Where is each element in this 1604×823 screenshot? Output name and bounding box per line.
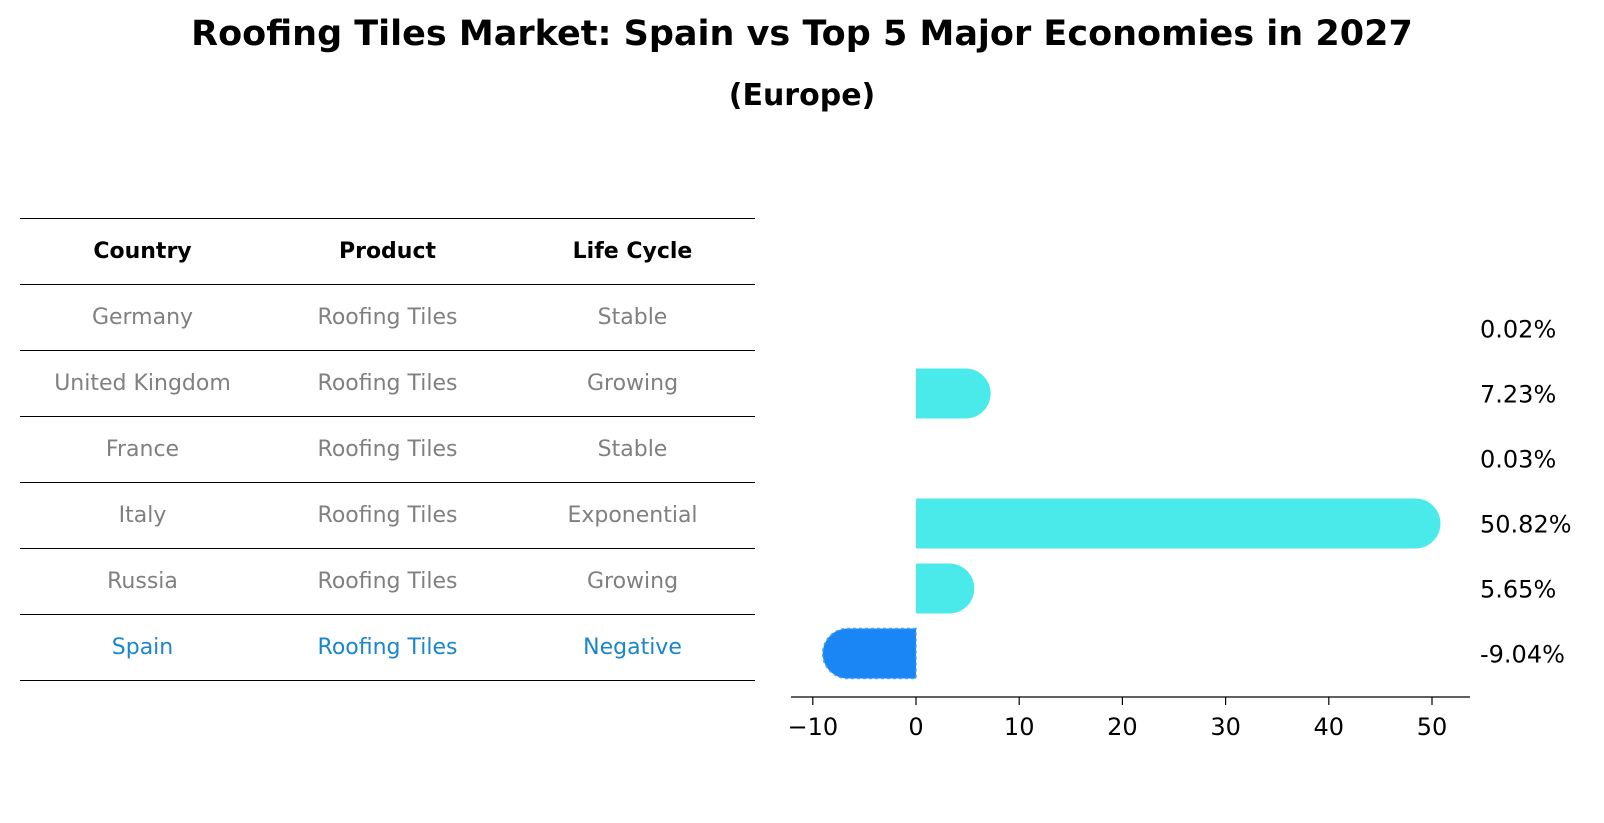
product-cell: Roofing Tiles bbox=[317, 569, 458, 594]
x-tick-label: 30 bbox=[1210, 713, 1241, 741]
x-tick-label: 0 bbox=[908, 713, 923, 741]
header-life-cycle: Life Cycle bbox=[572, 239, 693, 264]
x-tick-label: 10 bbox=[1004, 713, 1035, 741]
country-cell: Italy bbox=[118, 503, 167, 528]
value-label: 7.23% bbox=[1480, 381, 1556, 409]
product-cell: Roofing Tiles bbox=[317, 437, 458, 462]
life-cycle-cell: Negative bbox=[583, 635, 682, 660]
country-cell: Germany bbox=[91, 305, 194, 330]
table-row: Russia Roofing Tiles Growing bbox=[20, 548, 755, 614]
life-cycle-cell: Stable bbox=[597, 305, 668, 330]
bar-spain bbox=[822, 627, 917, 680]
product-cell: Roofing Tiles bbox=[317, 635, 458, 660]
table-row: Germany Roofing Tiles Stable bbox=[20, 284, 755, 350]
value-label: 5.65% bbox=[1480, 576, 1556, 604]
value-label: -9.04% bbox=[1480, 641, 1565, 669]
life-cycle-cell: Exponential bbox=[567, 503, 698, 528]
country-cell: Russia bbox=[107, 569, 178, 594]
x-tick-label: 50 bbox=[1417, 713, 1448, 741]
value-label: 50.82% bbox=[1480, 511, 1572, 539]
market-table: Country Product Life Cycle Germany Roofi… bbox=[20, 218, 755, 681]
x-tick-label: 20 bbox=[1107, 713, 1138, 741]
bar-united-kingdom bbox=[916, 368, 991, 419]
bar-italy bbox=[916, 498, 1441, 549]
product-cell: Roofing Tiles bbox=[317, 503, 458, 528]
table-row-highlight: Spain Roofing Tiles Negative bbox=[20, 614, 755, 681]
country-cell: Spain bbox=[111, 635, 174, 660]
chart-title: Roofing Tiles Market: Spain vs Top 5 Maj… bbox=[191, 14, 1413, 54]
x-tick-label: 40 bbox=[1314, 713, 1345, 741]
table-row: France Roofing Tiles Stable bbox=[20, 416, 755, 482]
value-label: 0.02% bbox=[1480, 316, 1556, 344]
table-row: United Kingdom Roofing Tiles Growing bbox=[20, 350, 755, 416]
life-cycle-cell: Stable bbox=[597, 437, 668, 462]
product-cell: Roofing Tiles bbox=[317, 371, 458, 396]
life-cycle-cell: Growing bbox=[586, 569, 679, 594]
table-header-row: Country Product Life Cycle bbox=[20, 218, 755, 284]
country-cell: France bbox=[105, 437, 180, 462]
header-country: Country bbox=[93, 239, 192, 264]
header-product: Product bbox=[338, 239, 437, 264]
country-cell: United Kingdom bbox=[54, 371, 231, 396]
value-label: 0.03% bbox=[1480, 446, 1556, 474]
life-cycle-cell: Growing bbox=[586, 371, 679, 396]
chart-subtitle: (Europe) bbox=[728, 78, 876, 113]
bar-russia bbox=[916, 563, 975, 614]
table-row: Italy Roofing Tiles Exponential bbox=[20, 482, 755, 548]
product-cell: Roofing Tiles bbox=[317, 305, 458, 330]
x-tick-label: −10 bbox=[787, 713, 838, 741]
